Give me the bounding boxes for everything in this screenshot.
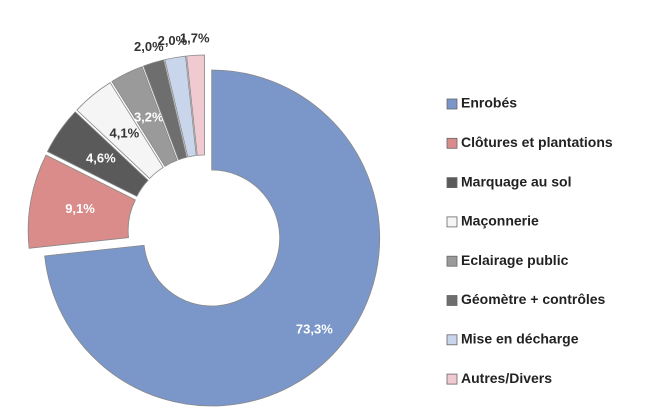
legend-label: Maçonnerie (461, 213, 539, 229)
legend-swatch (446, 255, 458, 267)
donut-slice (44, 69, 381, 407)
legend-swatch (446, 177, 458, 189)
donut-slice (27, 154, 136, 249)
legend-swatch (446, 216, 458, 228)
value-label: 3,2% (134, 110, 164, 125)
value-label: 1,7% (180, 31, 210, 46)
legend-label: Géomètre + contrôles (461, 291, 606, 307)
donut-slice (186, 54, 205, 156)
legend-label: Mise en décharge (461, 331, 579, 347)
legend-swatch (446, 334, 458, 346)
value-label: 9,1% (65, 201, 95, 216)
value-label: 4,6% (86, 151, 116, 166)
donut-slice (164, 55, 197, 158)
donut-slice (111, 66, 178, 167)
value-label: 2,0% (158, 33, 188, 48)
value-label: 73,3% (296, 322, 333, 337)
legend-label: Marquage au sol (461, 173, 571, 189)
legend-label: Autres/Divers (461, 370, 552, 386)
legend-swatch (446, 373, 458, 385)
legend-swatch (446, 295, 458, 306)
donut-slice (76, 82, 164, 180)
donut-slice (142, 59, 188, 161)
legend-label: Eclairage public (461, 252, 569, 268)
donut-slice (46, 111, 149, 197)
value-label: 4,1% (110, 125, 140, 140)
value-label: 2,0% (134, 39, 164, 54)
legend-swatch (446, 98, 458, 110)
legend-label: Clôtures et plantations (461, 134, 613, 150)
legend-label: Enrobés (461, 95, 517, 111)
legend-swatch (446, 137, 458, 149)
